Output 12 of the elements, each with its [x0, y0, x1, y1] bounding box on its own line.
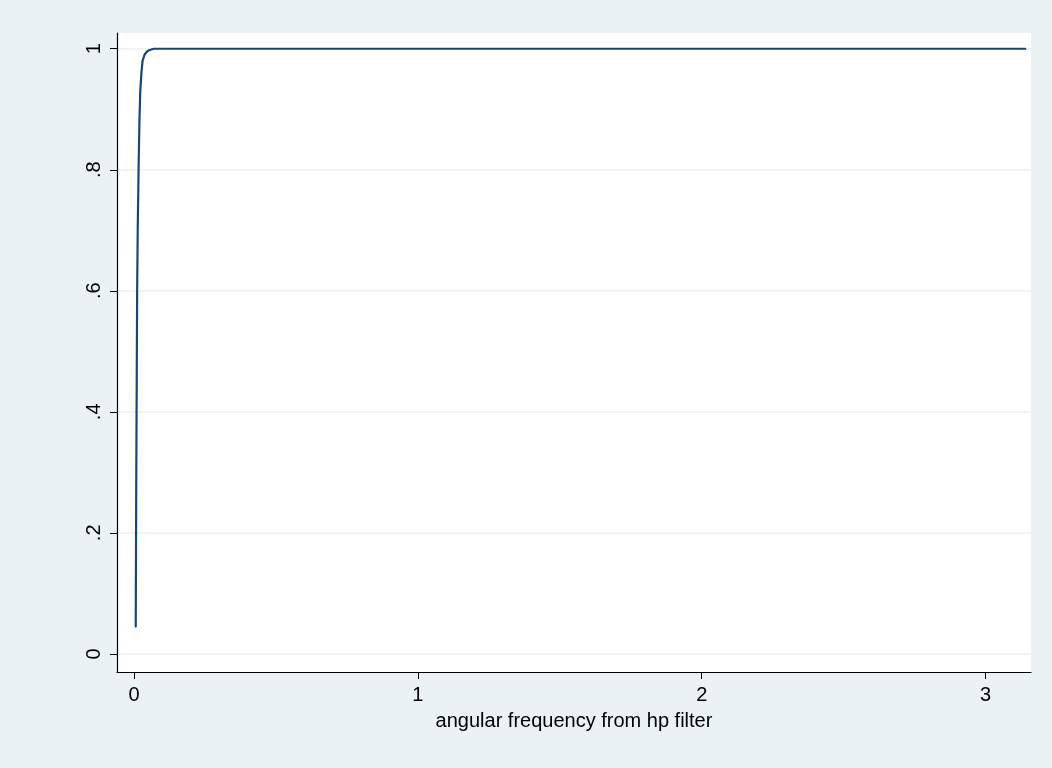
y-tick-label: .8 [82, 161, 104, 179]
y-tick-label: .4 [82, 403, 104, 421]
x-tick-label: 0 [128, 683, 140, 705]
line-series [134, 47, 1027, 628]
y-tick-label: 0 [82, 648, 104, 660]
y-tick-label: .6 [82, 282, 104, 300]
y-tick-label: .2 [82, 524, 104, 542]
x-tick-label: 3 [980, 683, 992, 705]
y-tick-label: 1 [82, 43, 104, 55]
x-tick-label: 2 [696, 683, 708, 705]
x-tick-label: 1 [412, 683, 424, 705]
x-axis-title: angular frequency from hp filter [435, 709, 713, 731]
